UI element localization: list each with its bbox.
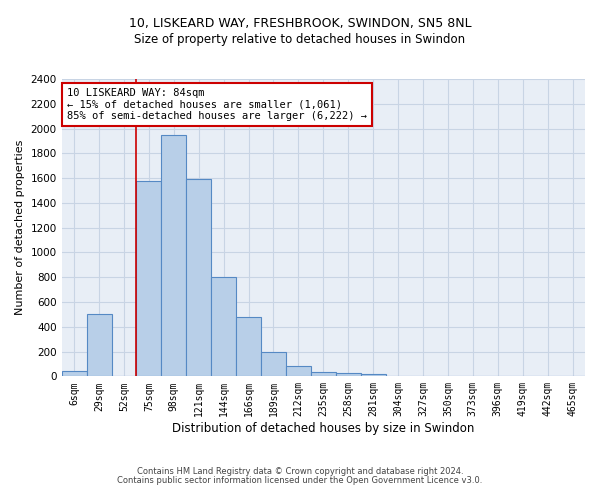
Bar [161,134,186,376]
Bar [62,372,86,376]
Text: 10, LISKEARD WAY, FRESHBROOK, SWINDON, SN5 8NL: 10, LISKEARD WAY, FRESHBROOK, SWINDON, S… [128,18,472,30]
Bar [211,277,236,376]
Bar [136,180,161,376]
Bar [286,366,311,376]
Bar [186,180,211,376]
Bar [86,314,112,376]
Text: Contains public sector information licensed under the Open Government Licence v3: Contains public sector information licen… [118,476,482,485]
Bar [236,318,261,376]
Bar [336,373,361,376]
Bar [361,374,386,376]
X-axis label: Distribution of detached houses by size in Swindon: Distribution of detached houses by size … [172,422,475,435]
Text: 10 LISKEARD WAY: 84sqm
← 15% of detached houses are smaller (1,061)
85% of semi-: 10 LISKEARD WAY: 84sqm ← 15% of detached… [67,88,367,121]
Bar [261,352,286,376]
Bar [311,372,336,376]
Text: Size of property relative to detached houses in Swindon: Size of property relative to detached ho… [134,32,466,46]
Y-axis label: Number of detached properties: Number of detached properties [15,140,25,316]
Text: Contains HM Land Registry data © Crown copyright and database right 2024.: Contains HM Land Registry data © Crown c… [137,467,463,476]
